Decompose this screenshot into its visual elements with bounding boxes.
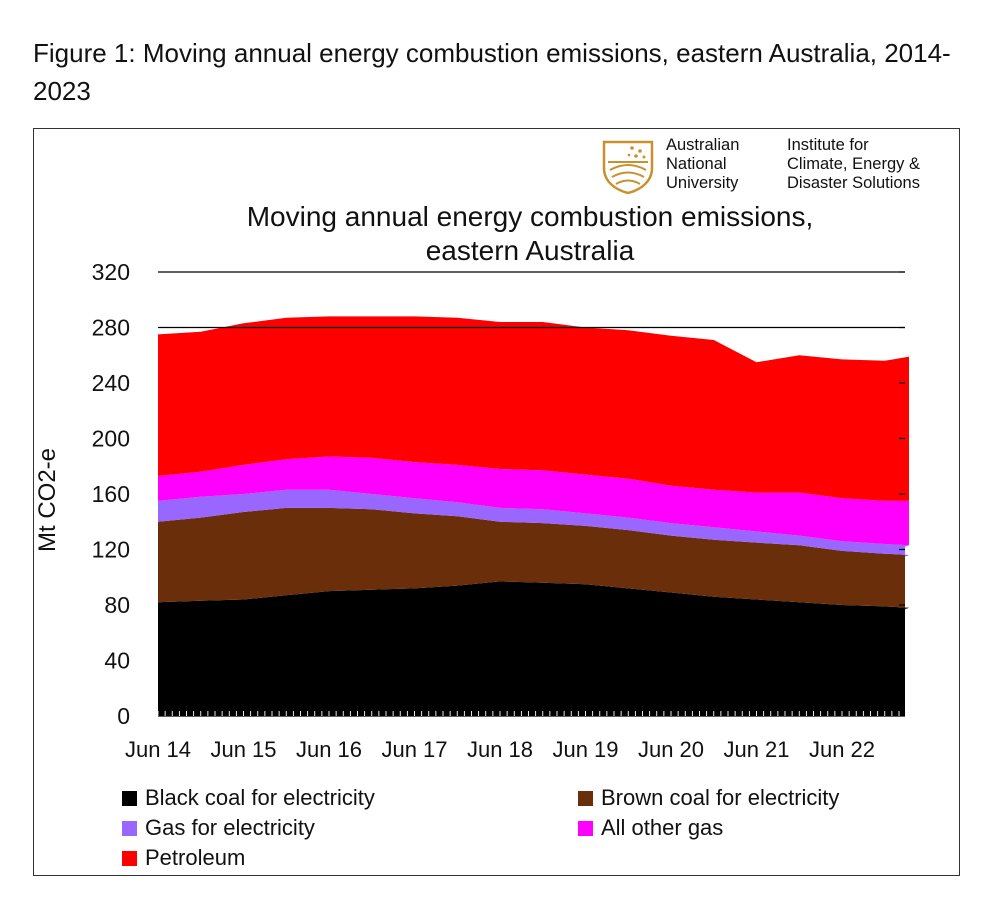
x-tick-label: Jun 19 [552,737,618,762]
legend-label: Black coal for electricity [145,785,375,810]
x-tick-label: Jun 22 [809,737,875,762]
icds-logo-line: Institute for [787,136,869,154]
legend-swatch [578,791,593,806]
y-tick-label: 320 [92,259,130,285]
legend-label: Brown coal for electricity [601,785,840,810]
legend-item-black-coal: Black coal for electricity [122,784,375,812]
legend-item-gas-electricity: Gas for electricity [122,814,315,842]
x-tick-label: Jun 17 [381,737,447,762]
legend-item-other-gas: All other gas [578,814,723,842]
chart-title-line: Moving annual energy combustion emission… [246,201,814,232]
icds-logo-line: Disaster Solutions [787,174,920,192]
x-tick-label: Jun 15 [210,737,276,762]
y-tick-label: 240 [92,370,130,396]
legend-swatch [122,791,137,806]
x-tick-label: Jun 14 [125,737,191,762]
legend-swatch [122,821,137,836]
y-tick-label: 120 [92,537,130,563]
area-series-4 [158,316,909,501]
y-tick-label: 200 [92,426,130,452]
x-tick-label: Jun 21 [723,737,789,762]
icds-logo-text: Institute for Climate, Energy & Disaster… [787,136,920,193]
y-tick-label: 40 [104,648,130,674]
chart-title-line: eastern Australia [425,235,635,266]
y-tick-label: 0 [117,703,130,729]
legend-item-petroleum: Petroleum [122,844,245,872]
x-tick-label: Jun 16 [296,737,362,762]
y-tick-label: 280 [92,315,130,341]
y-tick-label: 80 [104,592,130,618]
x-tick-label: Jun 18 [467,737,533,762]
figure-caption: Figure 1: Moving annual energy combustio… [33,38,951,106]
area-series-0 [158,581,909,716]
chart-title: Moving annual energy combustion emission… [160,200,900,268]
legend-label: Gas for electricity [145,815,315,840]
icds-logo-line: Climate, Energy & [787,155,920,173]
area-series-1 [158,507,909,610]
legend-swatch [122,851,137,866]
y-tick-label: 160 [92,481,130,507]
anu-crest-logo [602,140,654,194]
anu-logo-line: Australian [666,136,740,154]
anu-logo-line: University [666,174,739,192]
anu-logo-line: National [666,155,727,173]
legend-label: All other gas [601,815,724,840]
legend-item-brown-coal: Brown coal for electricity [578,784,839,812]
anu-logo-text: Australian National University [666,136,739,193]
legend-label: Petroleum [145,845,246,870]
x-tick-label: Jun 20 [638,737,704,762]
legend-swatch [578,821,593,836]
area-series-3 [158,456,909,546]
area-series-2 [158,489,909,557]
